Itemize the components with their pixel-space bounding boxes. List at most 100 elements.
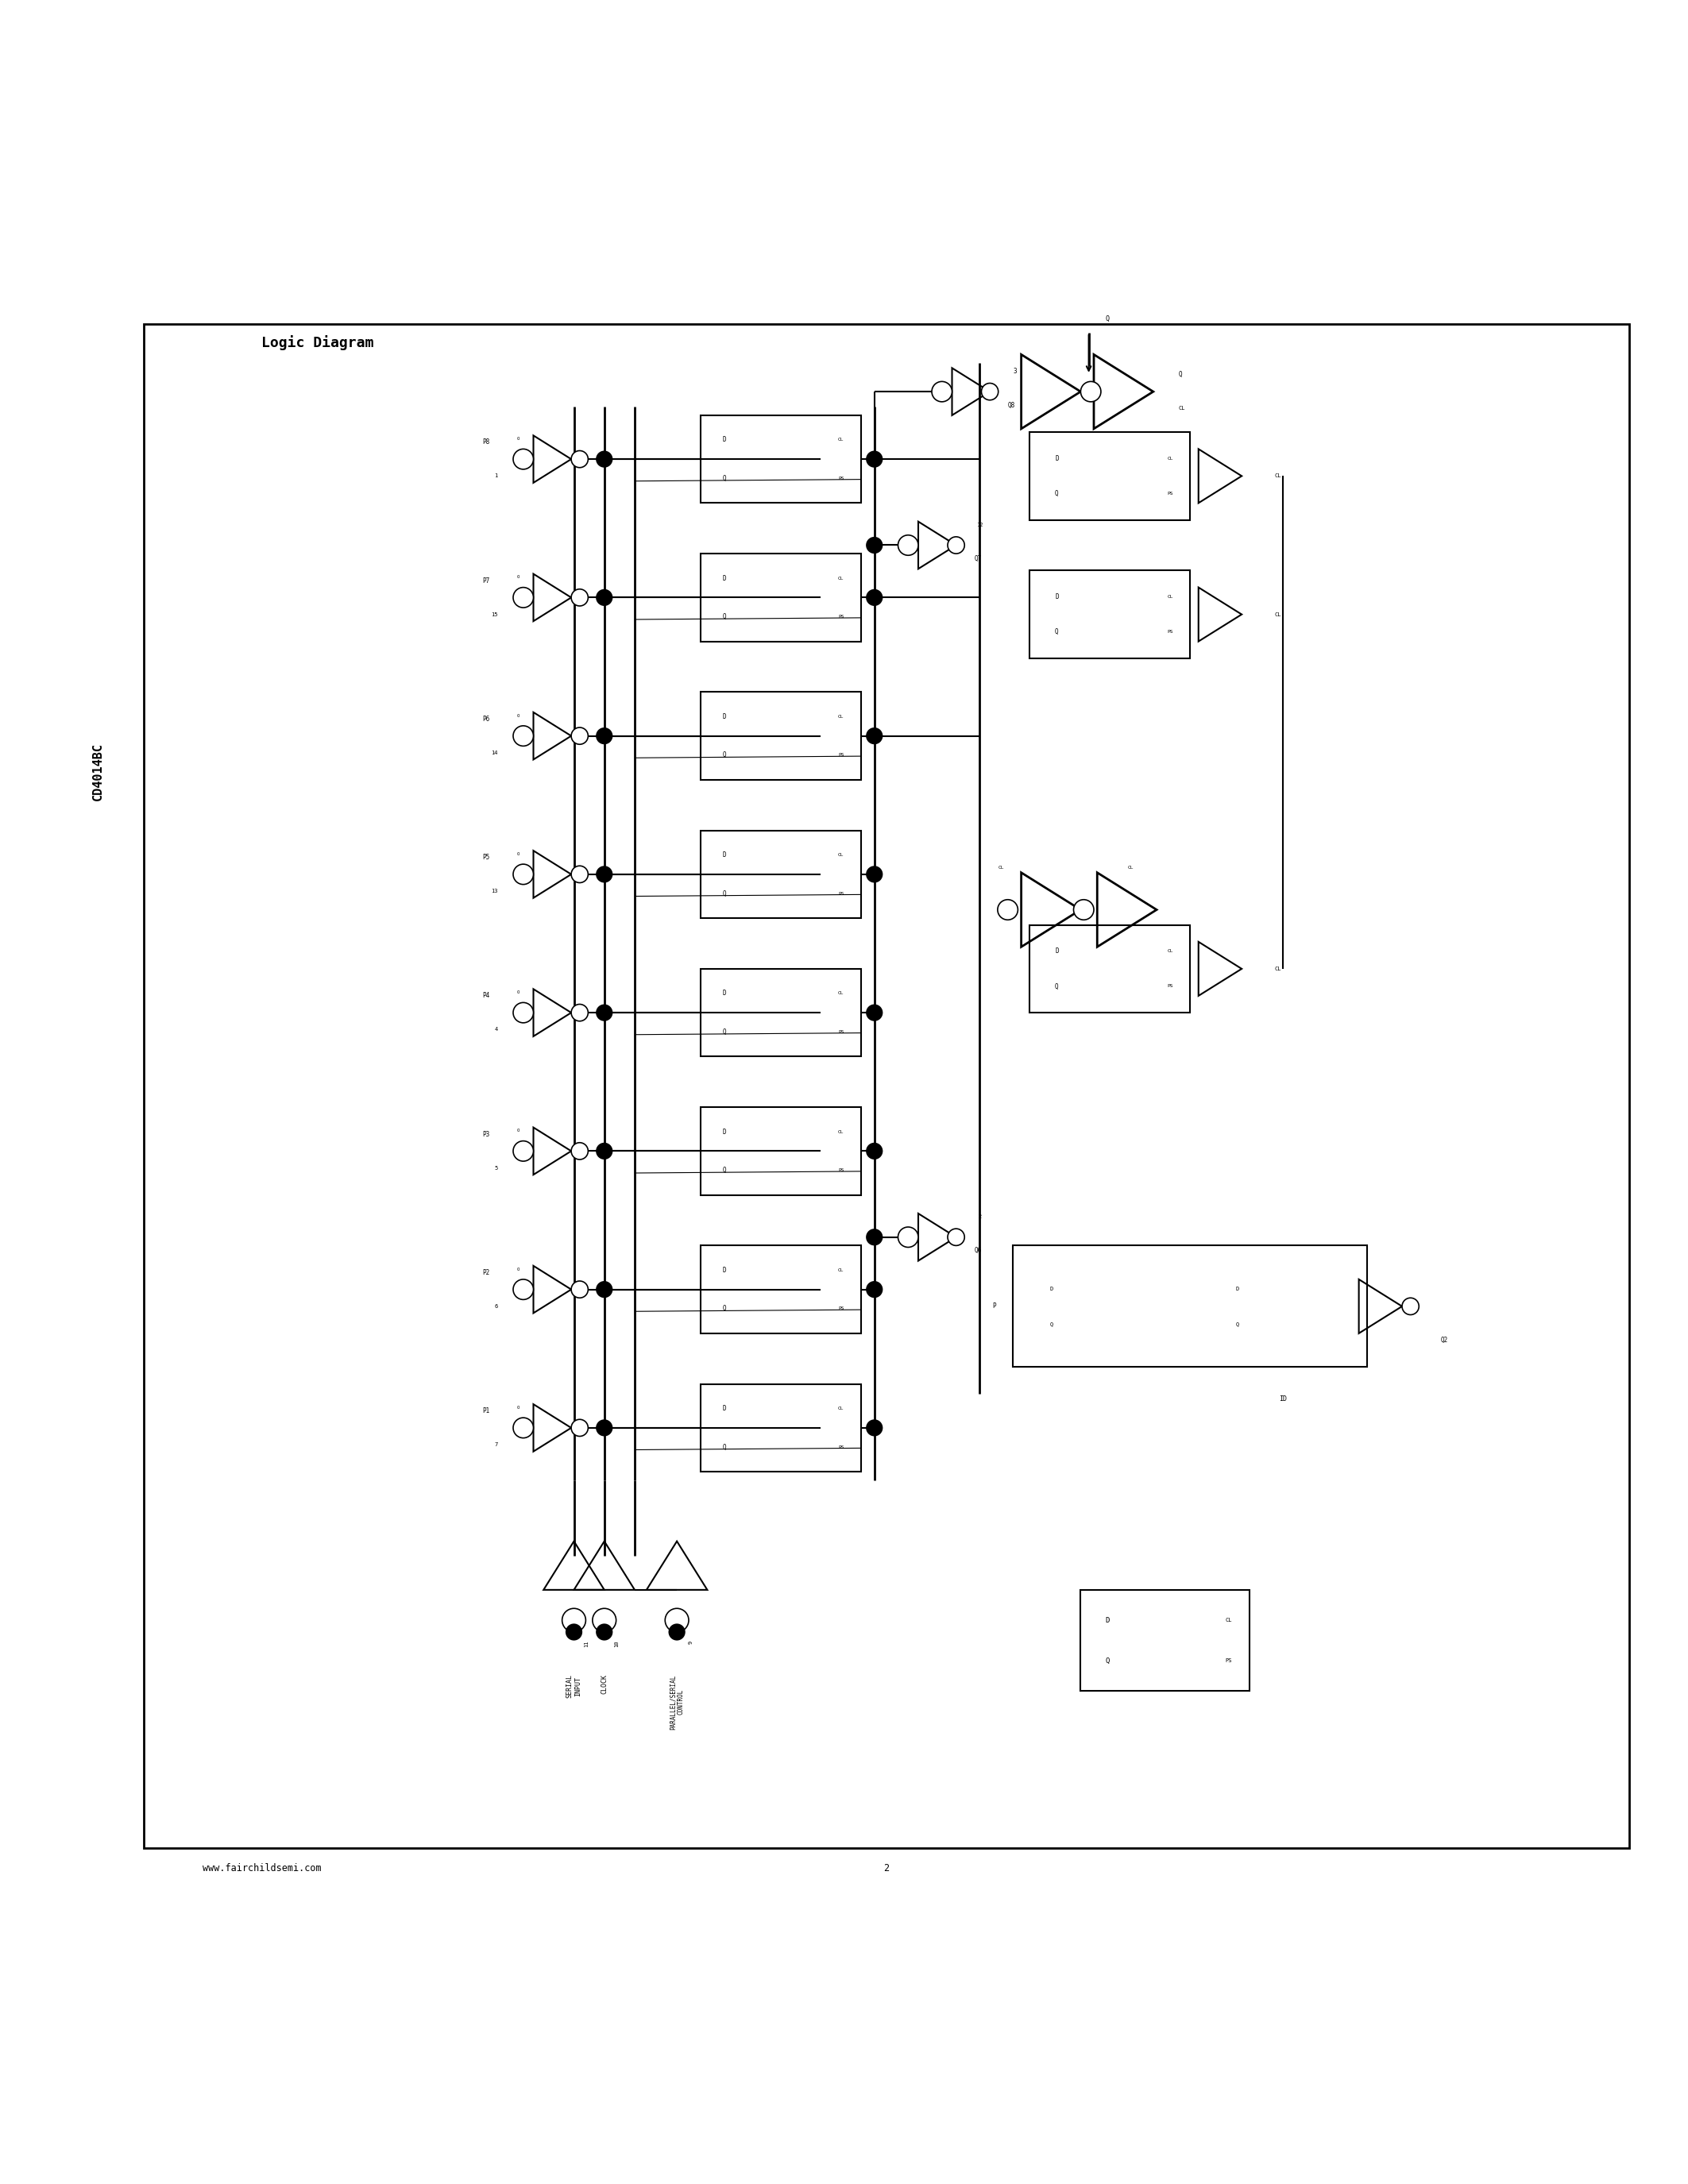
Text: PS: PS [837, 891, 844, 895]
Circle shape [866, 537, 883, 555]
Circle shape [866, 450, 883, 467]
Bar [701, 1245, 861, 1332]
Text: CL: CL [1166, 594, 1173, 598]
Text: CL: CL [1128, 865, 1134, 869]
Text: Q: Q [1236, 1321, 1239, 1326]
Bar [701, 415, 861, 502]
Circle shape [571, 1142, 587, 1160]
Circle shape [596, 1420, 613, 1437]
Text: PS: PS [837, 1306, 844, 1310]
Text: CL: CL [1274, 965, 1281, 972]
Text: PS: PS [837, 753, 844, 758]
Text: Q: Q [1055, 983, 1058, 989]
Text: D: D [722, 437, 726, 443]
Text: PS: PS [837, 616, 844, 618]
Text: O: O [517, 574, 520, 579]
Text: Q: Q [1106, 314, 1109, 323]
Circle shape [596, 727, 613, 745]
Text: CL: CL [1166, 950, 1173, 952]
Bar [701, 970, 861, 1057]
Circle shape [513, 1002, 533, 1022]
Circle shape [571, 865, 587, 882]
Text: O: O [517, 1129, 520, 1133]
Circle shape [596, 450, 613, 467]
Bar [1215, 1262, 1350, 1350]
Text: CL: CL [837, 577, 844, 581]
Text: PS: PS [837, 1168, 844, 1173]
Circle shape [947, 1230, 964, 1245]
Circle shape [562, 1607, 586, 1631]
Text: D: D [1050, 1286, 1053, 1291]
Text: CL: CL [837, 1129, 844, 1133]
Text: 9: 9 [689, 1640, 694, 1645]
Text: P8: P8 [483, 439, 490, 446]
Text: P: P [993, 1302, 996, 1310]
Text: Q8: Q8 [1008, 402, 1016, 408]
Text: D: D [722, 574, 726, 581]
Bar [701, 692, 861, 780]
Circle shape [596, 590, 613, 605]
Text: P5: P5 [483, 854, 490, 860]
Text: CL: CL [837, 1406, 844, 1411]
Text: 2: 2 [977, 1214, 981, 1219]
Text: www.fairchildsemi.com: www.fairchildsemi.com [203, 1863, 321, 1874]
Text: Q: Q [722, 1166, 726, 1175]
Circle shape [513, 1280, 533, 1299]
Bar [1030, 1262, 1165, 1350]
Circle shape [571, 727, 587, 745]
Text: Q: Q [722, 474, 726, 483]
Text: ID: ID [1280, 1396, 1286, 1402]
Text: 14: 14 [491, 751, 498, 756]
Text: 12: 12 [976, 522, 982, 526]
Circle shape [866, 1005, 883, 1022]
Text: PS: PS [1166, 491, 1173, 496]
Circle shape [565, 1623, 582, 1640]
Text: Logic Diagram: Logic Diagram [262, 334, 375, 349]
Circle shape [866, 727, 883, 745]
Text: PS: PS [837, 1031, 844, 1033]
Text: O: O [517, 1406, 520, 1409]
Text: 2: 2 [883, 1863, 890, 1874]
Bar [701, 555, 861, 642]
Text: Q: Q [722, 751, 726, 758]
Text: 5: 5 [495, 1166, 498, 1171]
Circle shape [571, 1282, 587, 1297]
Circle shape [513, 450, 533, 470]
Bar [1080, 1590, 1249, 1690]
Text: 11: 11 [584, 1640, 589, 1647]
Circle shape [898, 1227, 918, 1247]
Text: D: D [722, 1404, 726, 1413]
Text: Q: Q [722, 891, 726, 898]
Text: 1: 1 [495, 474, 498, 478]
Text: 15: 15 [491, 612, 498, 616]
Text: CLOCK: CLOCK [601, 1675, 608, 1695]
Text: CL: CL [1166, 456, 1173, 461]
Circle shape [1403, 1297, 1420, 1315]
Text: PS: PS [1225, 1658, 1232, 1664]
Text: D: D [722, 852, 726, 858]
Circle shape [998, 900, 1018, 919]
Text: Q7: Q7 [974, 555, 982, 561]
Text: CL: CL [998, 865, 1004, 869]
Bar [1030, 432, 1190, 520]
Text: D: D [722, 1267, 726, 1273]
Text: O: O [517, 714, 520, 719]
Text: Q: Q [1106, 1658, 1111, 1664]
Circle shape [513, 1417, 533, 1437]
Circle shape [513, 1140, 533, 1162]
Text: 4: 4 [495, 1026, 498, 1033]
Text: Q: Q [722, 1444, 726, 1450]
Bar [701, 1385, 861, 1472]
Text: Q: Q [722, 1306, 726, 1313]
Text: P6: P6 [483, 716, 490, 723]
Text: PS: PS [1166, 985, 1173, 989]
Text: P2: P2 [483, 1269, 490, 1275]
Circle shape [596, 865, 613, 882]
Circle shape [932, 382, 952, 402]
Text: CL: CL [837, 992, 844, 996]
Circle shape [513, 865, 533, 885]
Circle shape [513, 587, 533, 607]
Circle shape [571, 450, 587, 467]
Circle shape [668, 1623, 685, 1640]
Circle shape [513, 725, 533, 747]
